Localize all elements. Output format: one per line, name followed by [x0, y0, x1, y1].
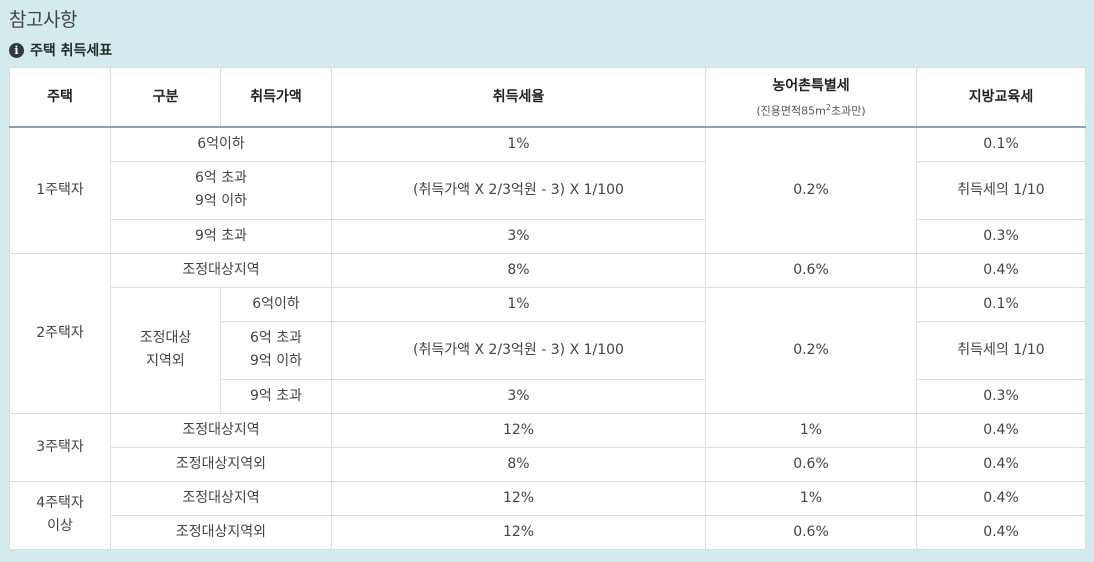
- table-header-row: 주택 구분 취득가액 취득세율 농어촌특별세 (진용면적85m2초과만) 지방교…: [9, 67, 1086, 128]
- edu-cell: 0.4%: [916, 446, 1086, 482]
- price-cell: 6억 초과 9억 이하: [110, 160, 332, 220]
- rate-cell: 1%: [331, 286, 706, 322]
- header-house: 주택: [9, 67, 111, 128]
- header-category: 구분: [110, 67, 221, 128]
- rate-cell: 3%: [331, 378, 706, 414]
- edu-cell: 0.4%: [916, 252, 1086, 288]
- header-price: 취득가액: [220, 67, 332, 128]
- edu-cell: 0.4%: [916, 514, 1086, 550]
- info-icon: i: [9, 42, 24, 58]
- rate-cell: 12%: [331, 514, 706, 550]
- table-row: 9억 초과 3% 0.3%: [10, 218, 1086, 254]
- header-rural-tax-note: (진용면적85m2초과만): [756, 102, 866, 118]
- edu-cell: 0.3%: [916, 378, 1086, 414]
- section-title: i 주택 취득세표: [9, 40, 112, 60]
- rate-cell: 3%: [331, 218, 706, 254]
- price-cell: 9억 초과: [110, 218, 332, 254]
- category-cell: 조정대상지역: [110, 480, 332, 516]
- header-edu-tax: 지방교육세: [916, 67, 1086, 128]
- house-label: 4주택자 이상: [9, 480, 111, 550]
- edu-cell: 0.1%: [916, 286, 1086, 322]
- edu-cell: 0.3%: [916, 218, 1086, 254]
- category-cell: 조정대상지역: [110, 412, 332, 448]
- rate-cell: (취득가액 X 2/3억원 - 3) X 1/100: [331, 320, 706, 380]
- price-cell: 9억 초과: [220, 378, 332, 414]
- house-label: 1주택자: [9, 126, 111, 254]
- category-cell: 조정대상지역외: [110, 446, 332, 482]
- price-cell: 6억이하: [220, 286, 332, 322]
- header-rural-tax: 농어촌특별세 (진용면적85m2초과만): [705, 67, 917, 128]
- section-title-text: 주택 취득세표: [30, 43, 113, 59]
- acquisition-tax-table: 주택 구분 취득가액 취득세율 농어촌특별세 (진용면적85m2초과만) 지방교…: [9, 67, 1086, 550]
- category-cell: 조정대상지역: [110, 252, 332, 288]
- house-label: 2주택자: [9, 252, 111, 414]
- category-cell: 조정대상지역외: [110, 514, 332, 550]
- table-row: 9억 초과 3% 0.3%: [10, 378, 1086, 414]
- rate-cell: 8%: [331, 446, 706, 482]
- edu-cell: 취득세의 1/10: [916, 160, 1086, 220]
- table-row: 조정대상지역외 8% 0.6% 0.4%: [10, 446, 1086, 482]
- edu-cell: 0.4%: [916, 480, 1086, 516]
- table-row: 3주택자 조정대상지역 12% 1% 0.4%: [9, 412, 1086, 482]
- header-rate: 취득세율: [331, 67, 706, 128]
- price-cell: 6억 초과 9억 이하: [220, 320, 332, 380]
- rate-cell: 12%: [331, 412, 706, 448]
- table-row: 2주택자 조정대상지역 8% 0.6% 0.4%: [9, 252, 1086, 414]
- rate-cell: 12%: [331, 480, 706, 516]
- rural-cell: 1%: [705, 412, 917, 448]
- rural-cell: 0.2%: [705, 126, 917, 254]
- rural-cell: 0.6%: [705, 252, 917, 288]
- header-rural-tax-label: 농어촌특별세: [772, 77, 850, 94]
- house-label: 3주택자: [9, 412, 111, 482]
- rural-cell: 0.6%: [705, 514, 917, 550]
- rural-cell: 0.2%: [705, 286, 917, 414]
- price-cell: 6억이하: [110, 126, 332, 162]
- page-title: 참고사항: [9, 9, 77, 31]
- rural-cell: 1%: [705, 480, 917, 516]
- rural-cell: 0.6%: [705, 446, 917, 482]
- table-row: 1주택자 6억이하 1% 0.2% 0.1%: [9, 126, 1086, 254]
- rate-cell: 1%: [331, 126, 706, 162]
- table-row: 6억 초과 9억 이하 (취득가액 X 2/3억원 - 3) X 1/100 취득…: [10, 160, 1086, 220]
- rate-cell: (취득가액 X 2/3억원 - 3) X 1/100: [331, 160, 706, 220]
- edu-cell: 0.4%: [916, 412, 1086, 448]
- edu-cell: 0.1%: [916, 126, 1086, 162]
- table-row: 조정대상지역외 12% 0.6% 0.4%: [10, 514, 1086, 550]
- edu-cell: 취득세의 1/10: [916, 320, 1086, 380]
- rate-cell: 8%: [331, 252, 706, 288]
- table-row: 6억 초과 9억 이하 (취득가액 X 2/3억원 - 3) X 1/100 취득…: [10, 320, 1086, 380]
- table-row: 조정대상 지역외 6억이하 1% 0.2% 0.1%: [10, 286, 1086, 414]
- table-row: 4주택자 이상 조정대상지역 12% 1% 0.4%: [9, 480, 1086, 550]
